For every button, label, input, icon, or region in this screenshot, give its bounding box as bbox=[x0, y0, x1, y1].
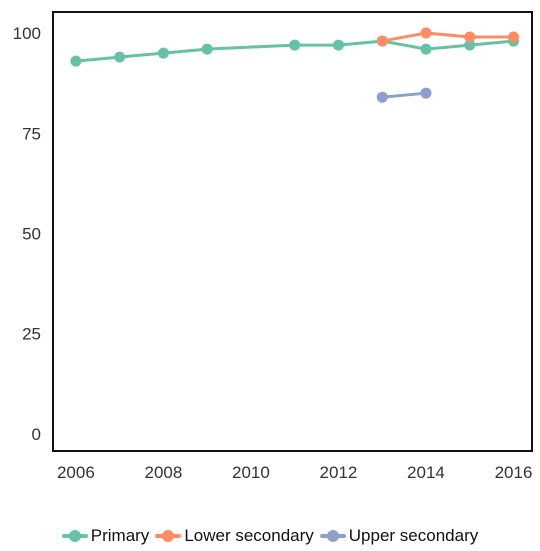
data-point-lower-secondary bbox=[464, 31, 476, 43]
x-axis: 2006 2008 2010 2012 2014 2016 bbox=[57, 463, 532, 482]
y-tick-label: 0 bbox=[32, 425, 41, 444]
data-point-primary bbox=[201, 43, 213, 55]
x-tick-label: 2008 bbox=[144, 463, 182, 482]
series-line-lower-secondary bbox=[381, 31, 514, 43]
legend: Primary Lower secondary Upper secondary bbox=[0, 526, 540, 546]
legend-item-primary: Primary bbox=[61, 526, 150, 546]
line-chart: 0 25 50 75 100 2006 2008 2010 2012 2014 2016 bbox=[13, 11, 533, 482]
data-point-primary bbox=[420, 43, 432, 55]
x-tick-label: 2006 bbox=[57, 463, 95, 482]
series-primary bbox=[70, 35, 519, 67]
series-line-upper-secondary bbox=[382, 91, 427, 99]
data-point-primary bbox=[114, 51, 126, 63]
legend-swatch-lower-secondary bbox=[155, 529, 182, 543]
legend-label-primary: Primary bbox=[90, 526, 150, 545]
y-tick-label: 75 bbox=[22, 124, 41, 143]
legend-item-lower-secondary: Lower secondary bbox=[155, 526, 314, 546]
data-point-primary bbox=[70, 55, 82, 67]
x-tick-label: 2014 bbox=[407, 463, 445, 482]
legend-item-upper-secondary: Upper secondary bbox=[319, 526, 479, 546]
y-axis: 0 25 50 75 100 bbox=[13, 24, 41, 444]
legend-label-lower-secondary: Lower secondary bbox=[184, 526, 314, 545]
data-point-primary bbox=[332, 39, 344, 51]
legend-label-upper-secondary: Upper secondary bbox=[348, 526, 479, 545]
data-point-lower-secondary bbox=[376, 35, 388, 47]
series-upper-secondary bbox=[376, 87, 432, 103]
series-line-primary bbox=[75, 39, 514, 63]
x-tick-label: 2016 bbox=[495, 463, 533, 482]
data-point-primary bbox=[289, 39, 301, 51]
data-point-lower-secondary bbox=[507, 31, 519, 43]
data-point-upper-secondary bbox=[420, 87, 432, 99]
data-point-primary bbox=[464, 39, 476, 51]
y-tick-label: 25 bbox=[22, 325, 41, 344]
data-point-primary bbox=[157, 47, 169, 59]
plot-frame bbox=[52, 11, 533, 452]
y-tick-label: 100 bbox=[13, 24, 41, 43]
series-lower-secondary bbox=[376, 27, 519, 47]
x-tick-label: 2010 bbox=[232, 463, 270, 482]
data-point-upper-secondary bbox=[376, 91, 388, 103]
legend-swatch-upper-secondary bbox=[319, 529, 346, 543]
legend-swatch-primary bbox=[61, 529, 88, 543]
y-tick-label: 50 bbox=[22, 225, 41, 244]
x-tick-label: 2012 bbox=[320, 463, 358, 482]
series-layer bbox=[70, 27, 519, 103]
data-point-lower-secondary bbox=[420, 27, 432, 39]
